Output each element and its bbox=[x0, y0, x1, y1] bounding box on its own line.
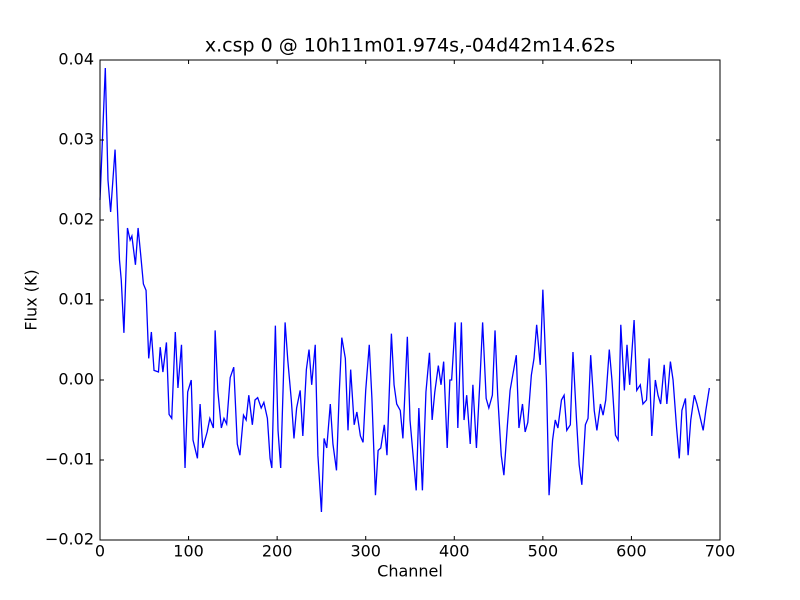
y-tick-label: 0.03 bbox=[58, 130, 94, 149]
x-tick-label: 200 bbox=[262, 542, 293, 561]
y-tick-label: −0.01 bbox=[45, 450, 94, 469]
data-line bbox=[99, 67, 711, 513]
y-tick-label: 0.00 bbox=[58, 370, 94, 389]
chart-title: x.csp 0 @ 10h11m01.974s,-04d42m14.62s bbox=[205, 35, 615, 57]
x-tick-label: 400 bbox=[439, 542, 470, 561]
x-tick-label: 300 bbox=[350, 542, 381, 561]
x-tick-label: 0 bbox=[95, 542, 105, 561]
y-tick-label: 0.04 bbox=[58, 50, 94, 69]
x-tick-label: 600 bbox=[616, 542, 647, 561]
y-tick-label: −0.02 bbox=[45, 530, 94, 549]
x-tick-label: 500 bbox=[528, 542, 559, 561]
x-axis-label: Channel bbox=[377, 562, 443, 581]
y-tick-label: 0.01 bbox=[58, 290, 94, 309]
x-tick-label: 700 bbox=[705, 542, 736, 561]
x-tick-label: 100 bbox=[173, 542, 204, 561]
y-tick-label: 0.02 bbox=[58, 210, 94, 229]
y-axis-label: Flux (K) bbox=[22, 269, 41, 330]
